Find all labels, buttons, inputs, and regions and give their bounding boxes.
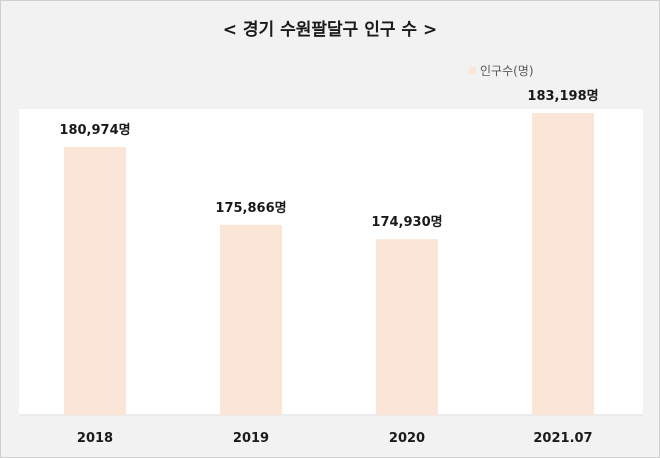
bar-2020 <box>376 239 438 415</box>
data-label-2018: 180,974명 <box>59 122 130 138</box>
data-label-2019: 175,866명 <box>215 200 286 216</box>
bar-2021-07 <box>532 113 594 415</box>
x-tick-label-2018: 2018 <box>76 431 114 446</box>
bar-2018 <box>64 146 126 415</box>
x-tick-label-2019: 2019 <box>232 431 270 446</box>
legend-swatch <box>469 67 476 74</box>
data-label-2021-07: 183,198명 <box>527 88 598 104</box>
legend: 인구수(명) <box>469 62 534 79</box>
chart-title: < 경기 수원팔달구 인구 수 > <box>222 20 438 40</box>
x-tick-label-2020: 2020 <box>388 431 426 446</box>
bar-2019 <box>220 224 282 415</box>
data-label-2020: 174,930명 <box>371 214 442 230</box>
x-tick-label-2021-07: 2021.07 <box>533 431 593 446</box>
legend-label: 인구수(명) <box>480 64 534 78</box>
